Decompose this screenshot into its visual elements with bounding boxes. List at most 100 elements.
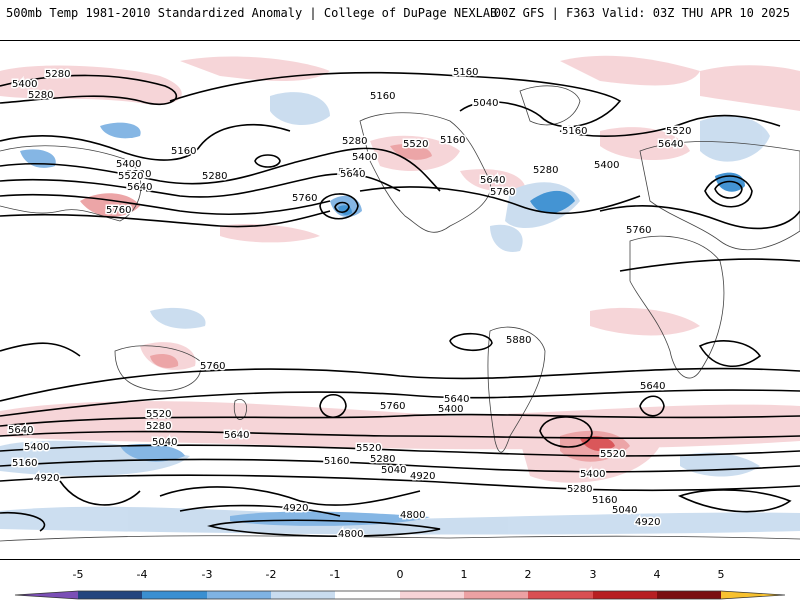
color-scale-bar: -5 -4 -3 -2 -1 0 1 2 3 4 5 [14, 568, 786, 600]
contour-line [619, 258, 800, 272]
contour-label: 4920 [410, 471, 435, 482]
colorbar-tick: 0 [397, 568, 404, 581]
contour-line [0, 147, 441, 192]
colorbar-swatch [400, 591, 464, 599]
closed-low [714, 180, 743, 199]
run-info: 00Z GFS | F363 Valid: 03Z THU APR 10 202… [493, 6, 790, 20]
anomaly-patch [270, 92, 330, 126]
colorbar-swatch [15, 591, 78, 599]
anomaly-map: 5400 5280 5160 5040 5160 5280 5520 5640 … [0, 40, 800, 560]
contour-label: 5400 [352, 152, 377, 163]
contour-line [0, 389, 800, 417]
map-canvas: 5400 5280 5160 5040 5160 5280 5520 5640 … [0, 41, 800, 559]
colorbar-swatch [271, 591, 335, 599]
colorbar-tick: -2 [266, 568, 277, 581]
contour-label: 5280 [202, 171, 227, 182]
contour-label: 5520 [146, 409, 171, 420]
contour-label: 5760 [292, 193, 317, 204]
contour-label: 5040 [473, 98, 498, 109]
colorbar-tick-labels: -5 -4 -3 -2 -1 0 1 2 3 4 5 [73, 568, 725, 581]
contour-label: 5520 [600, 449, 625, 460]
contour-label: 5160 [324, 456, 349, 467]
coastline-south-america [487, 326, 546, 453]
anomaly-patch [220, 224, 320, 243]
contour-label: 4920 [34, 473, 59, 484]
contour-line [0, 193, 331, 216]
contour-label: 5520 [356, 443, 381, 454]
contour-line [0, 458, 800, 473]
contour-label: 5640 [8, 425, 33, 436]
contour-label: 5280 [533, 165, 558, 176]
coastline-europe-asia [639, 141, 800, 251]
coastline-new-zealand [233, 399, 247, 420]
coastline-north-america [359, 112, 492, 233]
contour-label: 5280 [28, 90, 53, 101]
contour-label: 5760 [490, 187, 515, 198]
contour-line [599, 205, 800, 230]
colorbar-tick: -1 [330, 568, 341, 581]
contour-line [677, 489, 792, 513]
coastline-australia [114, 345, 202, 392]
colorbar-swatch [593, 591, 657, 599]
contour-label: 5160 [562, 126, 587, 137]
contour-label: 5280 [146, 421, 171, 432]
closed-low [539, 416, 593, 448]
contour-label: 5160 [370, 91, 395, 102]
colorbar-tick: -5 [73, 568, 84, 581]
contour-label: 5400 [116, 159, 141, 170]
contour-label: 5280 [45, 69, 70, 80]
contour-label: 5520 [118, 171, 143, 182]
coastline-asia-west [0, 145, 142, 222]
contour-label: 4800 [338, 529, 363, 540]
contour-line [0, 367, 800, 402]
anomaly-patch [0, 65, 182, 105]
closed-low [639, 395, 665, 417]
contour-label: 5640 [127, 182, 152, 193]
height-contours [0, 71, 800, 537]
anomaly-patch [390, 144, 432, 160]
colorbar-swatch [207, 591, 271, 599]
contour-line [169, 71, 622, 128]
colorbar-swatch [335, 591, 400, 599]
contour-label: 5880 [506, 335, 531, 346]
contour-label: 4920 [635, 517, 660, 528]
contour-label: 5640 [658, 139, 683, 150]
contour-label: 5640 [480, 175, 505, 186]
anomaly-patch [460, 169, 525, 191]
contour-label: 5160 [171, 146, 196, 157]
anomaly-patch [120, 444, 185, 462]
contour-label: 5280 [342, 136, 367, 147]
closed-low [319, 193, 359, 220]
coastline-africa [629, 235, 725, 379]
contour-line [0, 413, 800, 427]
colorbar-tick: 3 [590, 568, 597, 581]
contour-label: 5760 [106, 205, 131, 216]
contour-line [0, 430, 800, 440]
contour-label: 5280 [567, 484, 592, 495]
colorbar-tick: 2 [525, 568, 532, 581]
colorbar-tick: 1 [461, 568, 468, 581]
contour-label: 4920 [283, 503, 308, 514]
anomaly-patch [700, 116, 770, 162]
contour-label: 4800 [400, 510, 425, 521]
contour-line [0, 342, 81, 357]
colorbar-tick: -3 [202, 568, 213, 581]
contour-label: 5640 [338, 167, 363, 178]
anomaly-patch [530, 190, 575, 214]
contour-line [0, 474, 800, 492]
contour-line [179, 504, 341, 517]
contour-line [0, 444, 800, 457]
coastline-antarctica [0, 535, 800, 542]
map-background [0, 41, 800, 559]
contour-line [0, 173, 401, 198]
contour-label: 5040 [612, 505, 637, 516]
colorbar-swatch [142, 591, 207, 599]
contour-label: 5760 [380, 401, 405, 412]
contour-label: 5400 [594, 160, 619, 171]
anomaly-patch [590, 307, 700, 336]
contour-label: 5280 [370, 454, 395, 465]
contour-label: 5760 [200, 361, 225, 372]
coastlines [0, 85, 800, 542]
contour-line [0, 210, 331, 228]
contour-label: 5520 [666, 126, 691, 137]
